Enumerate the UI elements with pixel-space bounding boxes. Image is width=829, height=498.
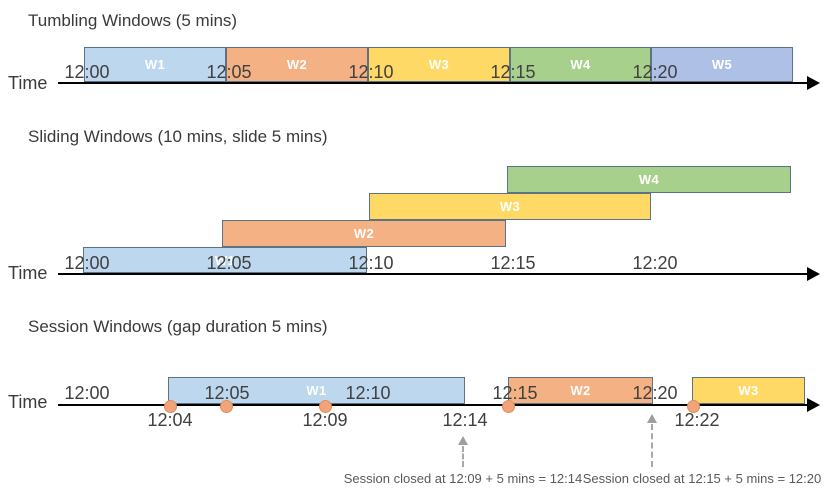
tick-label-1210: 12:10	[348, 253, 394, 273]
tick-label-1200: 12:00	[64, 62, 110, 82]
session-window-w2: W2	[508, 377, 653, 404]
sliding-window-w2: W2	[222, 220, 506, 247]
tumbling-window-w4: W4	[510, 47, 651, 82]
window-label: W4	[570, 57, 591, 72]
time-axis-label: Time	[8, 263, 48, 283]
dashed-arrow-line	[462, 446, 464, 467]
window-label: W2	[286, 57, 308, 72]
dashed-arrow-up-icon	[647, 414, 657, 423]
dashed-arrow-line	[651, 424, 653, 467]
tumbling-window-w1: W1	[84, 47, 226, 82]
time-axis-label: Time	[8, 73, 48, 93]
event-time-label-1214: 12:14	[442, 410, 488, 430]
tumbling-windows-title: Tumbling Windows (5 mins)	[28, 11, 238, 30]
tumbling-window-w2: W2	[226, 47, 368, 82]
tick-label-1215: 12:15	[490, 253, 536, 273]
event-time-label-1209: 12:09	[302, 410, 348, 430]
sliding-windows-title: Sliding Windows (10 mins, slide 5 mins)	[28, 127, 328, 146]
tick-label-1210: 12:10	[348, 62, 394, 82]
session-windows-title: Session Windows (gap duration 5 mins)	[28, 317, 328, 336]
tick-label-1200: 12:00	[64, 253, 110, 273]
window-label: W2	[353, 226, 375, 241]
window-label: W3	[428, 57, 450, 72]
event-dot	[220, 400, 233, 413]
window-label: W4	[638, 172, 660, 187]
event-dot	[319, 400, 332, 413]
tick-label-1215: 12:15	[490, 62, 536, 82]
event-dot	[502, 400, 515, 413]
window-label: W2	[570, 383, 591, 398]
event-time-label-1222: 12:22	[674, 410, 720, 430]
time-axis-line	[58, 82, 808, 84]
axis-arrowhead-icon	[807, 267, 820, 281]
tick-label-1205: 12:05	[206, 253, 252, 273]
window-label: W3	[738, 383, 759, 398]
time-axis-line	[58, 404, 808, 406]
session-window-w1: W1	[168, 377, 465, 404]
sliding-window-w3: W3	[369, 193, 651, 220]
window-label: W1	[214, 252, 236, 268]
tumbling-window-w5: W5	[651, 47, 793, 82]
session-close-annotation-2: Session closed at 12:15 + 5 mins = 12:20	[582, 471, 822, 486]
tick-label-1220: 12:20	[632, 253, 678, 273]
tumbling-window-w3: W3	[368, 47, 510, 82]
sliding-window-w4: W4	[507, 166, 791, 193]
window-label: W3	[499, 199, 521, 214]
tick-label-1200: 12:00	[64, 383, 110, 403]
dashed-arrow-up-icon	[458, 436, 468, 445]
axis-arrowhead-icon	[807, 76, 820, 90]
event-time-label-1204: 12:04	[147, 410, 193, 430]
event-dot	[687, 400, 700, 413]
window-label: W1	[144, 57, 166, 72]
tick-label-1210: 12:10	[345, 383, 391, 403]
tick-label-1205: 12:05	[206, 62, 252, 82]
session-window-w3: W3	[692, 377, 805, 404]
tick-label-1220: 12:20	[632, 62, 678, 82]
window-label: W1	[306, 383, 327, 398]
tick-label-1220: 12:20	[632, 383, 678, 403]
time-axis-line	[58, 273, 808, 275]
axis-arrowhead-icon	[807, 398, 820, 412]
time-axis-label: Time	[8, 392, 48, 412]
window-label: W5	[711, 57, 733, 72]
tick-label-1215: 12:15	[492, 383, 538, 403]
tick-label-1205: 12:05	[204, 383, 250, 403]
event-dot	[164, 400, 177, 413]
session-close-annotation-1: Session closed at 12:09 + 5 mins = 12:14	[343, 471, 583, 486]
sliding-window-w1: W1	[83, 247, 367, 273]
